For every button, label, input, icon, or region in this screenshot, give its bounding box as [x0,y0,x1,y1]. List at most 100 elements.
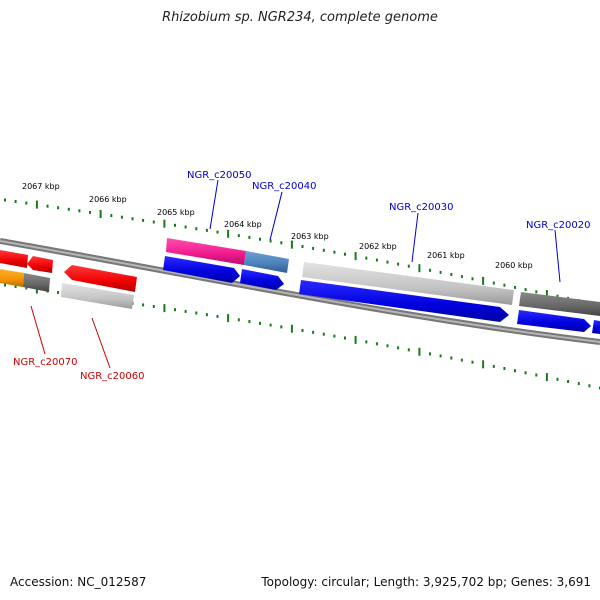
scale-tick [163,219,166,228]
scale-tick [418,264,421,273]
scale-tick [14,285,17,288]
scale-tick [195,311,198,315]
scale-tick [577,382,580,386]
gene-feature-dark-gray[interactable] [23,273,50,292]
scale-tick [205,313,208,317]
genome-summary-text: Topology: circular; Length: 3,925,702 bp… [261,575,591,589]
gene-feature-light-gray[interactable] [61,283,134,309]
cds-arrow-forward[interactable] [517,310,591,332]
scale-tick [163,304,166,313]
genome-backbone-highlight [0,240,600,343]
gene-feature-pink[interactable] [166,238,246,265]
scale-tick [588,384,591,388]
scale-tick [429,352,431,356]
scale-tick [397,262,400,266]
scale-tick [35,200,38,209]
scale-tick [333,334,336,338]
scale-tick [333,250,336,254]
scale-label-2067: 2067 kbp [22,182,60,191]
leader-ngr-c20030 [411,212,419,263]
cds-arrow-forward[interactable] [592,320,600,334]
leader-ngr-c20050 [209,179,219,230]
scale-tick [142,218,145,222]
scale-label-2061: 2061 kbp [427,251,465,260]
scale-tick [290,324,293,333]
scale-tick [439,270,442,274]
scale-label-2062: 2062 kbp [359,242,397,251]
scale-tick [280,241,283,245]
gene-labels: NGR_c20050 NGR_c20040 NGR_c20030 NGR_c20… [13,170,591,382]
scale-tick [375,258,378,262]
leader-ngr-c20040 [269,191,283,241]
scale-tick [195,227,198,231]
scale-tick [46,204,49,208]
cds-arrow-forward[interactable] [299,280,509,322]
scale-tick [450,356,453,360]
scale-tick [514,369,516,373]
scale-tick [301,245,304,248]
map-title: Rhizobium sp. NGR234, complete genome [162,10,438,25]
scale-labels: 2067 kbp 2066 kbp 2065 kbp 2064 kbp 2063… [22,182,533,270]
reverse-upper-lane [0,250,137,292]
gene-label-ngr-c20060[interactable]: NGR_c20060 [80,371,145,382]
gene-feature-steel[interactable] [244,251,289,273]
scale-tick [471,277,474,281]
gene-label-ngr-c20070[interactable]: NGR_c20070 [13,357,78,368]
cds-arrow-forward[interactable] [240,269,284,290]
scale-tick [514,285,516,289]
cds-arrow-reverse[interactable] [27,256,53,273]
cds-arrow-forward[interactable] [163,256,240,283]
scale-tick [365,340,368,344]
outer-scale-ring [4,198,600,307]
scale-tick [535,290,538,294]
scale-tick [492,281,495,285]
scale-tick [259,237,261,241]
scale-tick [535,373,538,377]
scale-tick [89,210,91,214]
scale-tick [450,273,453,276]
scale-tick [205,228,208,232]
gene-label-ngr-c20050[interactable]: NGR_c20050 [187,170,252,181]
scale-tick [556,294,559,298]
scale-tick [152,305,155,308]
gene-feature-light-gray[interactable] [302,262,514,305]
gene-label-ngr-c20020[interactable]: NGR_c20020 [526,220,591,231]
scale-tick [120,215,123,219]
scale-label-2066: 2066 kbp [89,195,127,204]
scale-tick [227,314,230,323]
scale-tick [545,290,548,298]
forward-inner-lane [163,256,600,334]
scale-tick [99,210,102,218]
scale-tick [344,252,346,256]
scale-tick [174,308,176,312]
leader-ngr-c20020 [554,229,561,283]
scale-tick [25,201,28,205]
scale-tick [407,264,410,268]
gene-label-ngr-c20040[interactable]: NGR_c20040 [252,181,317,192]
scale-tick [429,268,431,272]
scale-tick [110,214,113,218]
scale-tick [386,344,389,348]
scale-tick [67,207,70,211]
scale-tick [556,377,559,381]
scale-tick [4,283,6,287]
gene-label-ngr-c20030[interactable]: NGR_c20030 [389,202,454,213]
cds-arrow-reverse[interactable] [64,265,137,292]
scale-tick [545,373,548,382]
scale-tick [237,234,240,238]
scale-tick [57,291,60,294]
scale-tick [78,209,81,213]
scale-tick [57,206,60,210]
scale-tick [184,309,187,313]
gene-feature-dark-gray[interactable] [519,292,600,316]
scale-tick [174,223,176,227]
scale-tick [524,288,527,292]
gene-feature-orange[interactable] [0,269,24,287]
scale-tick [184,225,187,229]
scale-tick [25,286,28,290]
forward-outer-lane [166,238,600,316]
scale-tick [354,335,357,344]
scale-label-2065: 2065 kbp [157,208,195,217]
scale-tick [227,229,230,238]
cds-arrow-reverse[interactable] [0,250,28,268]
